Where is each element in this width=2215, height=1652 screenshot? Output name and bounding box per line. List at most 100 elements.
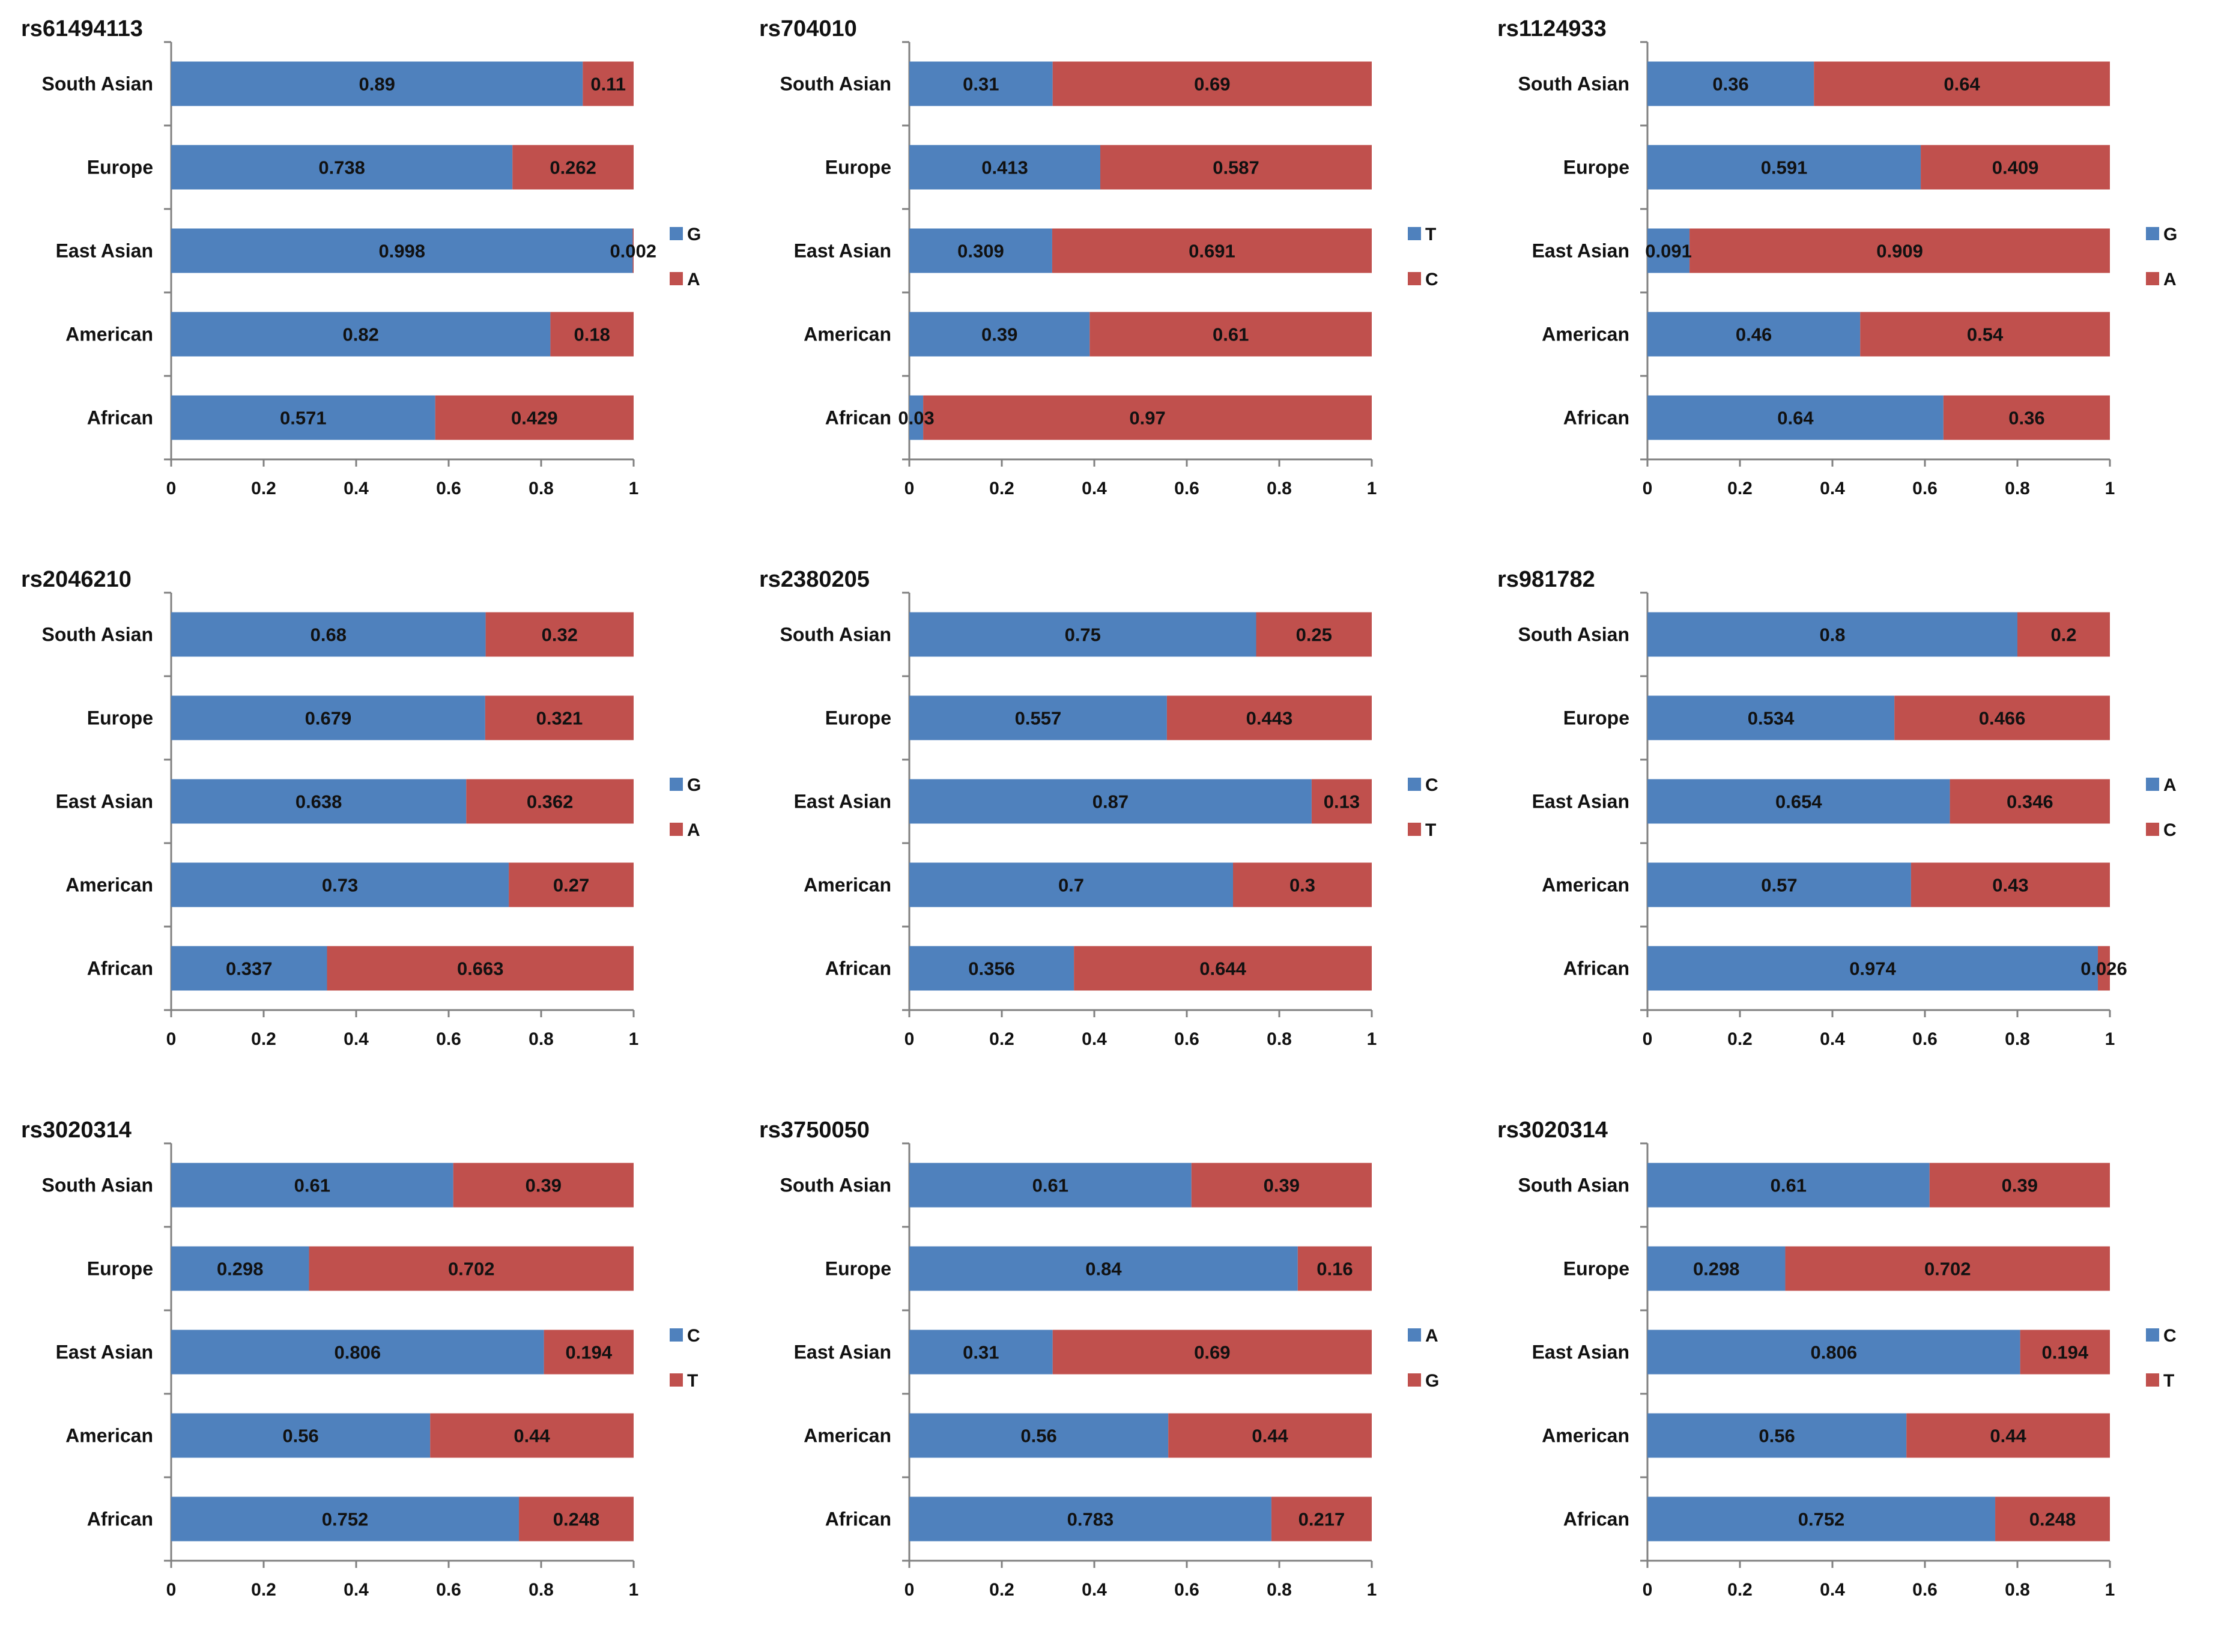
category-label: African <box>1563 1508 1629 1530</box>
bar-segment-g <box>1647 61 1814 106</box>
legend-swatch <box>1408 823 1421 836</box>
data-label: 0.36 <box>1712 74 1748 95</box>
bar-segment-t <box>909 395 924 440</box>
bar-segment-c <box>909 695 1167 740</box>
category-label: Europe <box>1563 1258 1629 1280</box>
category-label: African <box>825 1508 891 1530</box>
category-label: Europe <box>825 157 891 178</box>
category-label: American <box>65 1425 153 1447</box>
data-label: 0.27 <box>553 875 589 896</box>
category-label: South Asian <box>42 624 153 646</box>
bar-segment-a <box>1647 946 2098 991</box>
category-label: East Asian <box>1532 240 1629 262</box>
bar-segment-c <box>171 1413 431 1458</box>
chart-svg: rs2380205 0 0.2 0.4 0.6 0.8 1 South Asian 0.75 0.… <box>759 567 1438 1049</box>
bar-segment-g <box>1647 312 1861 357</box>
bar-segment-g <box>1647 395 1944 440</box>
data-label: 0.39 <box>526 1175 562 1196</box>
bar-segment-a <box>1647 862 1911 907</box>
bar-segment-t <box>1929 1163 2110 1208</box>
chart-title: rs981782 <box>1497 567 1595 592</box>
data-label: 0.248 <box>553 1509 600 1530</box>
data-label: 0.44 <box>1252 1426 1288 1447</box>
data-label: 0.974 <box>1849 958 1896 979</box>
bar-segment-t <box>909 228 1052 273</box>
bar-segment-a <box>583 61 634 106</box>
bar-segment-c <box>1052 61 1372 106</box>
x-tick-label: 0.8 <box>529 1029 554 1049</box>
legend-swatch <box>2146 778 2159 791</box>
x-tick-label: 0.4 <box>344 1580 369 1600</box>
data-label: 0.654 <box>1775 791 1822 812</box>
category-label: South Asian <box>1518 624 1629 646</box>
category-label: Europe <box>1563 157 1629 178</box>
data-label: 0.337 <box>226 958 273 979</box>
bar-segment-g <box>171 312 551 357</box>
chart-svg: rs2046210 0 0.2 0.4 0.6 0.8 1 South Asian 0.68 0.… <box>21 567 701 1049</box>
bar-segment-a <box>1921 145 2110 190</box>
bar-segment-c <box>1647 1246 1786 1291</box>
data-label: 0.194 <box>2042 1342 2089 1363</box>
bar-segment-g <box>1647 228 1690 273</box>
chart-panel-7: rs3020314 0 0.2 0.4 0.6 0.8 1 South Asian 0.61 0.… <box>0 1101 738 1652</box>
legend-label: C <box>1425 775 1438 795</box>
chart-panel-1: rs61494113 0 0.2 0.4 0.6 0.8 1 South Asian 0.89 0… <box>0 0 738 551</box>
legend-label: C <box>1425 270 1438 289</box>
bar-segment-a <box>485 695 634 740</box>
legend-swatch <box>670 227 683 240</box>
data-label: 0.321 <box>536 708 583 729</box>
chart-panel-9: rs3020314 0 0.2 0.4 0.6 0.8 1 South Asian 0.61 0.… <box>1476 1101 2214 1652</box>
data-label: 0.806 <box>335 1342 381 1363</box>
bar-segment-g <box>171 779 467 824</box>
chart-title: rs2380205 <box>759 567 870 592</box>
bar-segment-a <box>909 1163 1192 1208</box>
bar-segment-t <box>1256 612 1372 657</box>
bar-segment-a <box>509 862 634 907</box>
x-tick-label: 0.2 <box>1727 479 1753 498</box>
legend-label: G <box>687 225 701 244</box>
legend-swatch <box>1408 1328 1421 1342</box>
x-tick-label: 0.8 <box>1267 1580 1292 1600</box>
x-tick-label: 0.6 <box>1174 1029 1199 1049</box>
bar-segment-a <box>1689 228 2110 273</box>
data-label: 0.752 <box>1798 1509 1845 1530</box>
category-label: East Asian <box>56 1342 153 1363</box>
data-label: 0.638 <box>295 791 342 812</box>
category-label: South Asian <box>780 624 891 646</box>
bar-segment-g <box>171 695 485 740</box>
legend-swatch <box>670 778 683 791</box>
x-tick-label: 0 <box>904 1580 915 1600</box>
category-label: African <box>87 407 153 429</box>
bar-segment-c <box>923 395 1372 440</box>
data-label: 0.298 <box>1693 1259 1740 1280</box>
data-label: 0.262 <box>550 157 596 178</box>
category-label: American <box>1542 1425 1629 1447</box>
bar-segment-c <box>1647 1413 1907 1458</box>
x-tick-label: 0.8 <box>2005 479 2030 498</box>
data-label: 0.002 <box>610 241 656 262</box>
data-label: 0.298 <box>217 1259 264 1280</box>
category-label: South Asian <box>42 73 153 95</box>
data-label: 0.16 <box>1317 1259 1353 1280</box>
x-tick-label: 0 <box>166 1029 177 1049</box>
bar-segment-t <box>1785 1246 2110 1291</box>
x-tick-label: 0.2 <box>251 1580 276 1600</box>
bar-segment-a <box>909 1413 1169 1458</box>
data-label: 0.356 <box>968 958 1015 979</box>
category-label: African <box>87 1508 153 1530</box>
x-tick-label: 0.6 <box>1912 1029 1938 1049</box>
bar-segment-c <box>909 946 1074 991</box>
x-tick-label: 0.6 <box>436 1029 461 1049</box>
data-label: 0.11 <box>590 74 626 95</box>
x-tick-label: 1 <box>629 479 639 498</box>
bar-segment-g <box>171 395 435 440</box>
chart-panel-4: rs2046210 0 0.2 0.4 0.6 0.8 1 South Asian 0.68 0.… <box>0 551 738 1101</box>
data-label: 0.61 <box>1213 324 1249 345</box>
category-label: African <box>825 407 891 429</box>
data-label: 0.691 <box>1189 241 1235 262</box>
bar-segment-g <box>171 946 327 991</box>
data-label: 0.679 <box>305 708 352 729</box>
x-tick-label: 1 <box>629 1580 639 1600</box>
data-label: 0.806 <box>1811 1342 1858 1363</box>
category-label: African <box>1563 407 1629 429</box>
